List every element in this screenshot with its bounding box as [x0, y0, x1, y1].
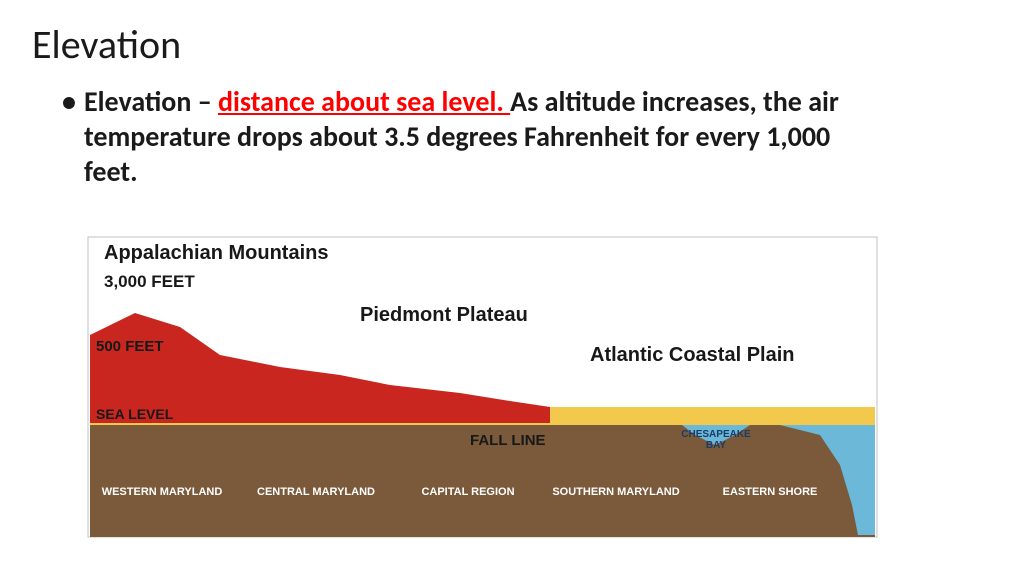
slide: Elevation Elevation – distance about sea… — [0, 0, 1024, 576]
label-500: 500 FEET — [96, 338, 164, 355]
region-label: EASTERN SHORE — [723, 486, 818, 498]
label-atlantic: Atlantic Coastal Plain — [590, 344, 795, 366]
label-chesapeake-2: BAY — [706, 440, 727, 451]
bullet-lead: Elevation – — [84, 84, 218, 119]
diagram-svg: Appalachian Mountains 3,000 FEET Piedmon… — [80, 235, 885, 541]
region-label: WESTERN MARYLAND — [102, 486, 223, 498]
slide-title: Elevation — [32, 20, 181, 69]
label-sea-level: SEA LEVEL — [96, 406, 174, 422]
label-fall-line: FALL LINE — [470, 432, 546, 449]
region-label: SOUTHERN MARYLAND — [552, 486, 679, 498]
label-piedmont: Piedmont Plateau — [360, 304, 528, 326]
elevation-diagram: Appalachian Mountains 3,000 FEET Piedmon… — [80, 235, 885, 541]
label-3000: 3,000 FEET — [104, 272, 195, 291]
bullet-text: Elevation – distance about sea level. As… — [84, 84, 844, 189]
bullet-red: distance about sea level. — [218, 84, 510, 119]
label-appalachian: Appalachian Mountains — [104, 242, 328, 264]
region-label: CAPITAL REGION — [421, 486, 514, 498]
label-chesapeake-1: CHESAPEAKE — [681, 429, 751, 440]
region-label: CENTRAL MARYLAND — [257, 486, 375, 498]
